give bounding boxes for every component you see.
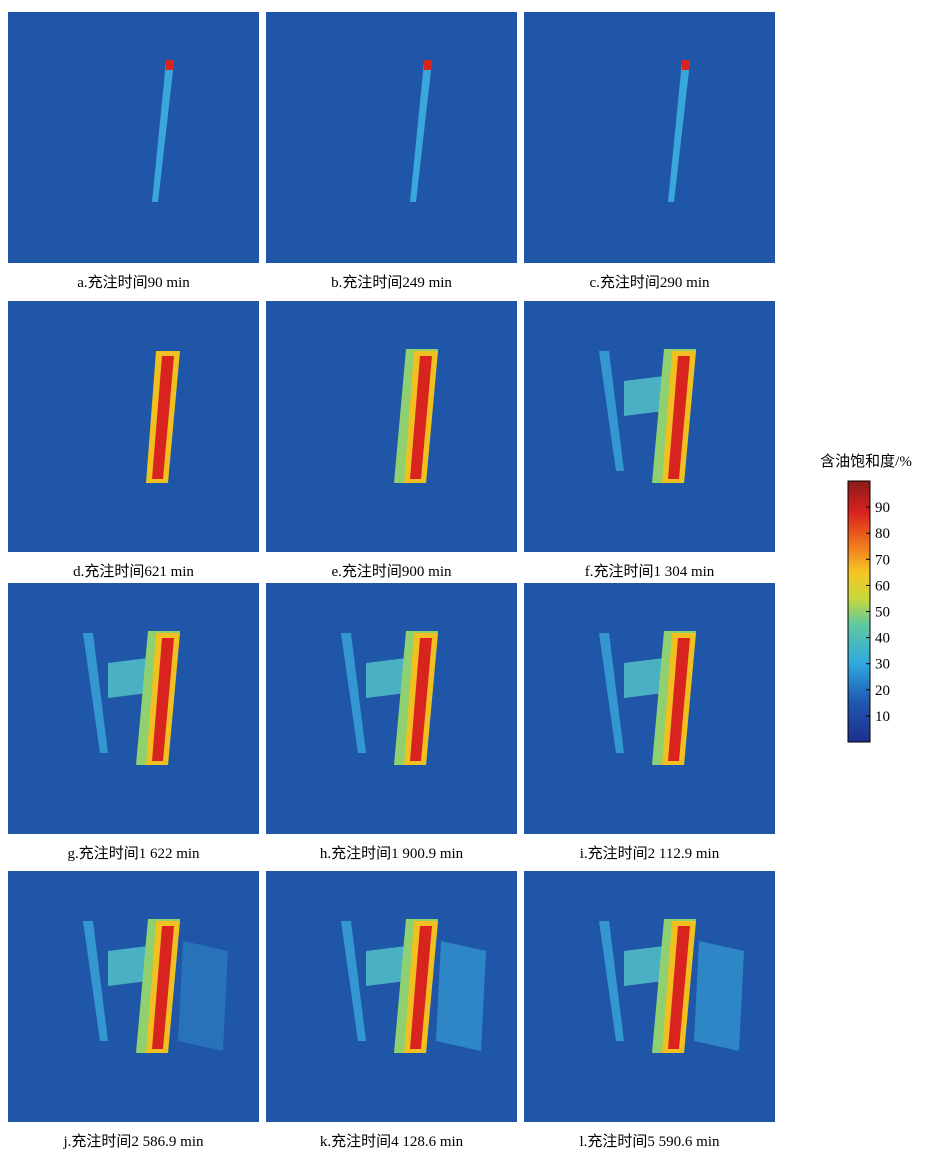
panel-caption: b.充注时间249 min bbox=[331, 274, 452, 291]
heatmap-region bbox=[83, 633, 108, 753]
heatmap-region bbox=[366, 946, 406, 986]
colorbar-tick-label: 20 bbox=[875, 683, 890, 699]
heatmap-region bbox=[410, 62, 432, 202]
colorbar-tick-label: 60 bbox=[875, 578, 890, 594]
heatmap-background bbox=[524, 301, 775, 552]
panel-caption: f.充注时间1 304 min bbox=[585, 563, 715, 580]
panel-caption: d.充注时间621 min bbox=[73, 563, 194, 580]
heatmap-region bbox=[152, 638, 174, 761]
heatmap-region bbox=[152, 356, 174, 479]
heatmap-region bbox=[668, 926, 690, 1049]
panel-caption: g.充注时间1 622 min bbox=[67, 845, 200, 862]
heatmap-region bbox=[152, 926, 174, 1049]
heatmap-background bbox=[266, 583, 517, 834]
heatmap-region bbox=[152, 62, 174, 202]
heatmap-region bbox=[410, 926, 432, 1049]
colorbar-tick-label: 50 bbox=[875, 605, 890, 621]
heatmap-background bbox=[8, 12, 259, 263]
heatmap-region bbox=[410, 638, 432, 761]
panel-caption: e.充注时间900 min bbox=[332, 563, 452, 580]
heatmap-background bbox=[8, 583, 259, 834]
heatmap-region bbox=[108, 946, 148, 986]
heatmap-region bbox=[624, 376, 664, 416]
heatmap-background bbox=[8, 301, 259, 552]
heatmap-region bbox=[436, 941, 486, 1051]
heatmap-background bbox=[524, 12, 775, 263]
panel-caption: k.充注时间4 128.6 min bbox=[320, 1133, 464, 1150]
heatmap-region bbox=[366, 658, 406, 698]
heatmap-background bbox=[266, 12, 517, 263]
colorbar-tick-label: 80 bbox=[875, 526, 890, 542]
heatmap-region bbox=[83, 921, 108, 1041]
heatmap-region bbox=[599, 921, 624, 1041]
colorbar-tick-label: 10 bbox=[875, 709, 890, 725]
colorbar-title: 含油饱和度/% bbox=[820, 453, 912, 470]
panel-caption: c.充注时间290 min bbox=[590, 274, 710, 291]
heatmap-background bbox=[524, 583, 775, 834]
panel-caption: j.充注时间2 586.9 min bbox=[62, 1133, 204, 1150]
colorbar-tick-label: 70 bbox=[875, 552, 890, 568]
heatmap-region bbox=[624, 946, 664, 986]
heatmap-region bbox=[668, 356, 690, 479]
heatmap-region bbox=[108, 658, 148, 698]
heatmap-region bbox=[599, 351, 624, 471]
heatmap-region bbox=[166, 60, 174, 70]
heatmap-region bbox=[599, 633, 624, 753]
heatmap-region bbox=[341, 921, 366, 1041]
heatmap-region bbox=[410, 356, 432, 479]
panel-caption: i.充注时间2 112.9 min bbox=[580, 845, 720, 862]
heatmap-region bbox=[624, 658, 664, 698]
colorbar-tick-label: 40 bbox=[875, 631, 890, 647]
heatmap-region bbox=[178, 941, 228, 1051]
panel-caption: l.充注时间5 590.6 min bbox=[579, 1133, 720, 1150]
heatmap-background bbox=[8, 871, 259, 1122]
heatmap-region bbox=[668, 638, 690, 761]
colorbar-tick-label: 90 bbox=[875, 500, 890, 516]
heatmap-region bbox=[341, 633, 366, 753]
panel-caption: h.充注时间1 900.9 min bbox=[320, 845, 464, 862]
panel-caption: a.充注时间90 min bbox=[77, 274, 190, 291]
heatmap-region bbox=[694, 941, 744, 1051]
heatmap-region bbox=[682, 60, 690, 70]
heatmap-region bbox=[424, 60, 432, 70]
heatmap-region bbox=[668, 62, 690, 202]
heatmap-background bbox=[266, 301, 517, 552]
colorbar-tick-label: 30 bbox=[875, 657, 890, 673]
